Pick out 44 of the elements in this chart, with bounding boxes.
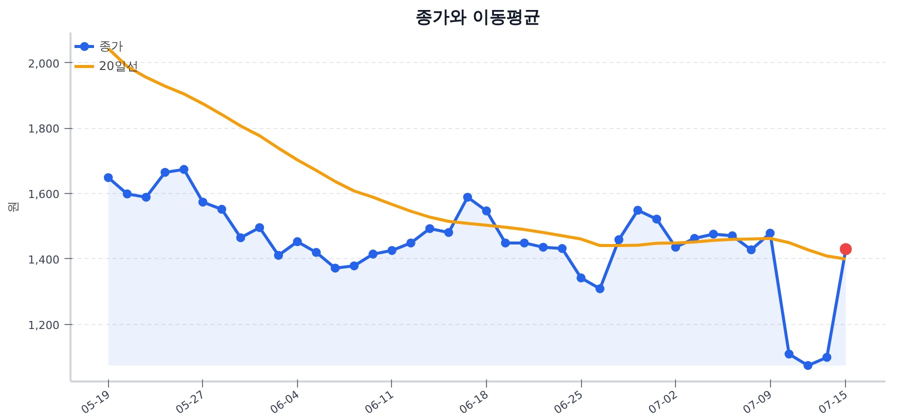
point <box>217 204 226 214</box>
point <box>160 168 170 177</box>
point <box>274 250 284 260</box>
point <box>330 264 340 273</box>
point <box>387 246 396 255</box>
y-tick-label: 2,000 <box>28 57 60 70</box>
point <box>520 238 529 248</box>
point <box>122 189 132 198</box>
point <box>425 224 434 234</box>
point <box>463 192 472 202</box>
point <box>142 192 151 202</box>
point <box>350 261 359 270</box>
legend-label: 종가 <box>99 38 123 54</box>
point <box>255 223 264 232</box>
chart-title: 종가와 이동평균 <box>416 8 540 28</box>
point <box>784 350 794 359</box>
point <box>595 284 604 294</box>
point <box>368 250 378 259</box>
point <box>482 206 492 216</box>
y-axis-title: 원 <box>6 201 20 213</box>
point <box>179 164 188 174</box>
y-tick-label: 1,600 <box>28 188 60 202</box>
point <box>312 248 321 257</box>
point <box>558 244 567 253</box>
y-tick-label: 1,800 <box>28 122 60 136</box>
y-tick-label: 1,200 <box>28 318 60 332</box>
y-tick-label: 1,400 <box>28 253 60 266</box>
point <box>406 238 416 248</box>
point <box>236 233 246 242</box>
point <box>614 235 624 244</box>
point <box>708 230 718 239</box>
point <box>104 173 113 182</box>
point <box>803 360 812 370</box>
point <box>633 206 642 215</box>
point <box>822 352 832 362</box>
point <box>652 214 662 224</box>
point <box>500 238 510 248</box>
point <box>292 237 302 246</box>
point <box>444 228 454 237</box>
point <box>766 228 775 238</box>
point <box>576 273 586 282</box>
point <box>538 242 548 252</box>
point <box>746 245 756 254</box>
point <box>198 198 208 207</box>
